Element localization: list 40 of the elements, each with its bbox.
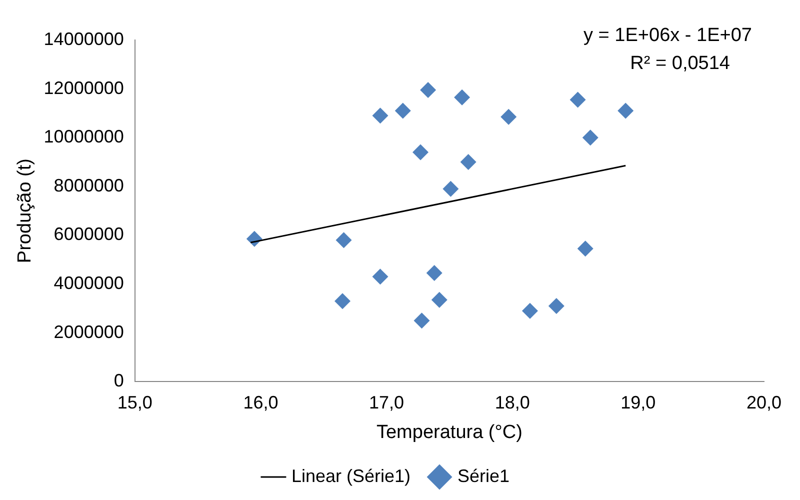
point (442, 180, 459, 197)
point (570, 92, 586, 108)
y-tick-label: 10000000 (44, 126, 124, 147)
point (548, 298, 564, 314)
x-tick-label: 15,0 (117, 392, 152, 412)
point (454, 89, 470, 106)
point (618, 102, 634, 119)
x-tick-label: 19,0 (620, 392, 656, 412)
x-tick-label: 16,0 (243, 392, 278, 412)
point (500, 108, 517, 125)
point (577, 240, 594, 257)
y-tick-label: 6000000 (54, 224, 124, 244)
point (334, 293, 350, 310)
point (522, 302, 538, 319)
y-tick-label: 12000000 (44, 78, 124, 98)
x-tick-label: 17,0 (369, 392, 404, 412)
x-tick-label: 20,0 (746, 392, 782, 412)
x-axis-title: Temperatura (°C) (376, 422, 522, 443)
legend-label: Linear (Série1) (291, 466, 411, 486)
legend-label: Série1 (458, 466, 510, 486)
annotation: R² = 0,0514 (629, 52, 730, 76)
x-tick-label: 18,0 (494, 392, 530, 412)
point (426, 265, 442, 282)
point (582, 130, 598, 146)
point (414, 312, 430, 329)
point (431, 292, 448, 308)
point (420, 82, 436, 98)
point (394, 102, 411, 119)
y-axis-title: Produção (t) (14, 158, 36, 264)
point (412, 144, 429, 160)
point (336, 232, 352, 248)
annotation: y = 1E+06x - 1E+07 (584, 24, 752, 48)
y-tick-label: 0 (114, 370, 124, 391)
y-tick-label: 14000000 (44, 28, 124, 49)
y-tick-label: 2000000 (54, 322, 124, 342)
y-tick-label: 8000000 (54, 175, 124, 196)
point (372, 108, 388, 124)
y-tick-label: 4000000 (54, 272, 124, 293)
point (372, 268, 388, 285)
point (460, 154, 476, 170)
